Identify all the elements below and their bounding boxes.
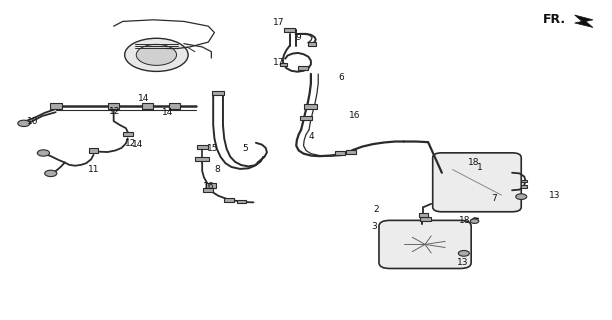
Bar <box>420 217 431 221</box>
Bar <box>225 198 234 202</box>
Circle shape <box>37 150 50 156</box>
Text: 17: 17 <box>274 19 285 28</box>
Bar <box>196 145 207 149</box>
Text: 16: 16 <box>203 182 214 191</box>
Text: 18: 18 <box>468 158 479 167</box>
Bar <box>299 66 307 70</box>
Bar <box>108 103 119 109</box>
Text: 12: 12 <box>108 107 120 116</box>
Bar <box>170 103 180 109</box>
Circle shape <box>516 194 527 199</box>
Text: 1: 1 <box>477 164 483 172</box>
Bar <box>308 43 316 46</box>
Bar <box>521 185 528 188</box>
Text: 17: 17 <box>274 58 285 67</box>
Bar <box>195 157 209 161</box>
Text: 16: 16 <box>349 111 360 120</box>
Text: 10: 10 <box>27 117 38 126</box>
Bar <box>123 132 133 136</box>
Polygon shape <box>575 15 593 28</box>
Bar <box>206 183 215 188</box>
Bar <box>304 104 317 109</box>
Circle shape <box>136 44 176 65</box>
Bar <box>203 188 213 192</box>
Text: 13: 13 <box>549 190 560 200</box>
Bar <box>50 103 62 109</box>
Text: 11: 11 <box>88 165 100 174</box>
Bar <box>346 150 356 154</box>
Bar <box>237 199 246 203</box>
Bar <box>284 28 295 32</box>
Text: 3: 3 <box>371 222 377 231</box>
Circle shape <box>458 251 469 256</box>
Bar <box>521 180 528 182</box>
Bar <box>335 151 345 155</box>
Text: 6: 6 <box>338 73 344 82</box>
Text: 5: 5 <box>242 144 248 153</box>
Bar <box>212 91 224 95</box>
Text: 15: 15 <box>207 144 219 153</box>
FancyBboxPatch shape <box>379 220 471 268</box>
Circle shape <box>125 38 188 71</box>
Bar <box>419 213 428 217</box>
Bar <box>280 63 287 66</box>
Text: 14: 14 <box>138 94 149 103</box>
Text: 4: 4 <box>308 132 314 140</box>
Bar <box>300 116 312 120</box>
Bar <box>89 148 99 153</box>
Text: 8: 8 <box>214 165 220 174</box>
Text: FR.: FR. <box>543 13 566 26</box>
Text: 18: 18 <box>459 216 471 225</box>
Text: 2: 2 <box>373 205 379 214</box>
Bar <box>142 103 153 109</box>
Text: 14: 14 <box>162 108 173 117</box>
Text: 7: 7 <box>491 194 497 203</box>
Circle shape <box>45 170 57 177</box>
Text: 14: 14 <box>132 140 143 149</box>
Circle shape <box>18 120 30 126</box>
Circle shape <box>470 219 479 223</box>
Text: 9: 9 <box>296 33 302 42</box>
Text: 13: 13 <box>457 258 468 267</box>
FancyBboxPatch shape <box>433 153 521 212</box>
Text: 12: 12 <box>125 139 136 148</box>
